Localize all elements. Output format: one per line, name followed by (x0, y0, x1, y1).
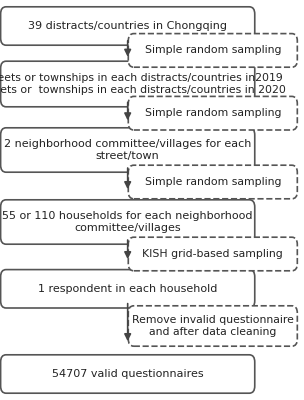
FancyBboxPatch shape (1, 270, 255, 308)
Text: Simple random sampling: Simple random sampling (144, 45, 281, 55)
FancyBboxPatch shape (128, 165, 297, 199)
Text: 55 or 110 households for each neighborhood
committee/villages: 55 or 110 households for each neighborho… (2, 210, 253, 234)
Text: Remove invalid questionnaire
and after data cleaning: Remove invalid questionnaire and after d… (132, 314, 294, 338)
FancyBboxPatch shape (1, 61, 255, 107)
Text: 1 respondent in each household: 1 respondent in each household (38, 284, 217, 294)
FancyBboxPatch shape (128, 34, 297, 67)
Text: Simple random sampling: Simple random sampling (144, 108, 281, 118)
Text: 54707 valid questionnaires: 54707 valid questionnaires (52, 369, 203, 379)
Text: 2 neighborhood committee/villages for each
street/town: 2 neighborhood committee/villages for ea… (4, 139, 251, 161)
FancyBboxPatch shape (1, 128, 255, 172)
FancyBboxPatch shape (1, 200, 255, 244)
FancyBboxPatch shape (1, 355, 255, 393)
Text: Simple random sampling: Simple random sampling (144, 177, 281, 187)
FancyBboxPatch shape (128, 237, 297, 271)
FancyBboxPatch shape (128, 306, 297, 346)
FancyBboxPatch shape (1, 7, 255, 45)
Text: KISH grid-based sampling: KISH grid-based sampling (143, 249, 283, 259)
Text: 39 distracts/countries in Chongqing: 39 distracts/countries in Chongqing (28, 21, 227, 31)
Text: 6 streets or townships in each distracts/countries in2019
3 streets or  township: 6 streets or townships in each distracts… (0, 73, 286, 95)
FancyBboxPatch shape (128, 96, 297, 130)
